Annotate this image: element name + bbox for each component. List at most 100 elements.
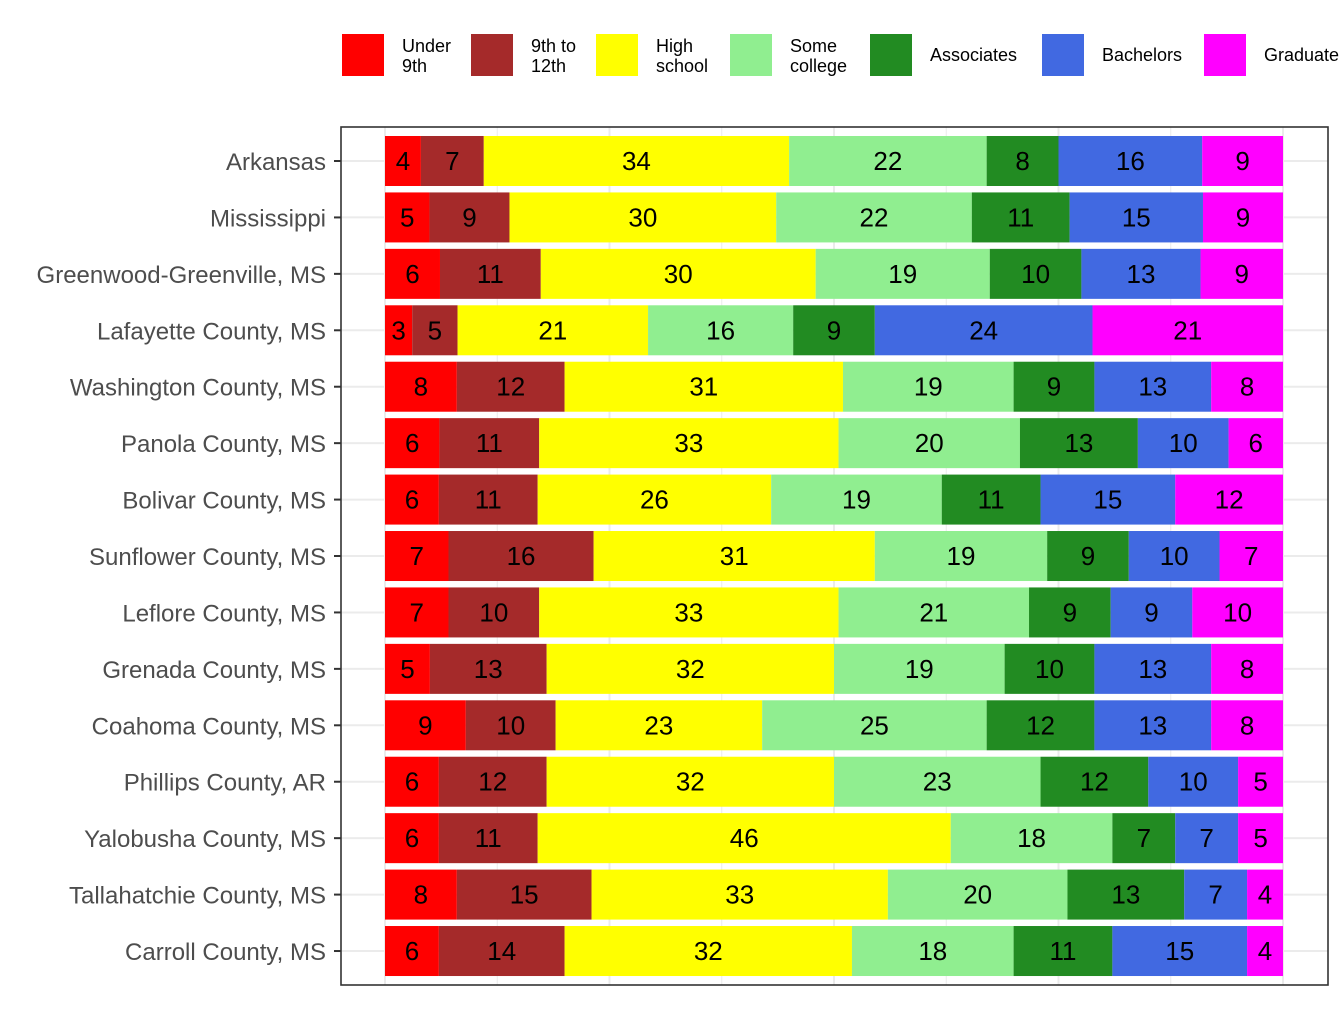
legend-label-some-college: Some college — [790, 36, 847, 76]
bar-segment-graduate-washington-county-ms — [1211, 361, 1283, 412]
y-tick-label-washington-county-ms: Washington County, MS — [70, 375, 326, 402]
bar-segment-under-9th-phillips-county-ar — [385, 756, 439, 807]
bar-segment-bachelors-greenwood-greenville-ms — [1081, 248, 1201, 299]
bar-segment-under-9th-yalobusha-county-ms — [385, 813, 439, 864]
bar-segment-some-college-washington-county-ms — [842, 361, 1014, 412]
data-label-9th-to-12th-grenada-county-ms: 13 — [474, 654, 503, 684]
bar-segment-associates-lafayette-county-ms — [793, 305, 875, 356]
y-tick-label-coahoma-county-ms: Coahoma County, MS — [92, 713, 326, 740]
bar-segment-some-college-panola-county-ms — [838, 418, 1020, 469]
bar-segment-associates-panola-county-ms — [1019, 418, 1138, 469]
bar-segment-under-9th-tallahatchie-county-ms — [385, 869, 457, 920]
bar-segment-9th-to-12th-leflore-county-ms — [448, 587, 540, 638]
data-label-under-9th-lafayette-county-ms: 3 — [391, 315, 405, 345]
bar-segment-9th-to-12th-tallahatchie-county-ms — [456, 869, 592, 920]
bar-segment-9th-to-12th-sunflower-county-ms — [448, 531, 594, 582]
bar-segment-under-9th-coahoma-county-ms — [385, 700, 466, 751]
bar-segment-graduate-coahoma-county-ms — [1211, 700, 1283, 751]
data-label-under-9th-greenwood-greenville-ms: 6 — [405, 259, 419, 289]
data-label-some-college-sunflower-county-ms: 19 — [947, 541, 976, 571]
data-label-bachelors-grenada-county-ms: 13 — [1138, 654, 1167, 684]
bar-segment-high-school-sunflower-county-ms — [593, 531, 875, 582]
bar-segment-high-school-bolivar-county-ms — [537, 474, 772, 525]
data-label-bachelors-bolivar-county-ms: 15 — [1093, 485, 1122, 515]
data-label-graduate-yalobusha-county-ms: 5 — [1253, 823, 1267, 853]
data-label-high-school-coahoma-county-ms: 23 — [644, 710, 673, 740]
data-label-9th-to-12th-coahoma-county-ms: 10 — [496, 710, 525, 740]
legend-label-high-school: High school — [656, 36, 708, 76]
data-label-graduate-leflore-county-ms: 10 — [1223, 597, 1252, 627]
data-label-bachelors-greenwood-greenville-ms: 13 — [1127, 259, 1156, 289]
data-label-under-9th-bolivar-county-ms: 6 — [405, 485, 419, 515]
data-label-9th-to-12th-phillips-county-ar: 12 — [478, 767, 507, 797]
data-label-associates-panola-county-ms: 13 — [1064, 428, 1093, 458]
data-label-bachelors-panola-county-ms: 10 — [1169, 428, 1198, 458]
legend-key-bachelors — [1042, 34, 1084, 76]
bar-segment-9th-to-12th-panola-county-ms — [439, 418, 540, 469]
data-label-under-9th-leflore-county-ms: 7 — [410, 597, 424, 627]
data-label-9th-to-12th-washington-county-ms: 12 — [496, 372, 525, 402]
bar-segment-some-college-sunflower-county-ms — [874, 531, 1048, 582]
legend-key-associates — [870, 34, 912, 76]
bar-segment-bachelors-grenada-county-ms — [1094, 643, 1212, 694]
bar-segment-9th-to-12th-yalobusha-county-ms — [438, 813, 538, 864]
legend-key-under-9th — [342, 34, 384, 76]
data-label-bachelors-coahoma-county-ms: 13 — [1138, 710, 1167, 740]
data-label-associates-tallahatchie-county-ms: 13 — [1111, 880, 1140, 910]
data-label-graduate-tallahatchie-county-ms: 4 — [1258, 880, 1272, 910]
bar-segment-associates-arkansas — [986, 136, 1059, 186]
bar-segment-bachelors-carroll-county-ms — [1112, 926, 1248, 977]
data-label-associates-coahoma-county-ms: 12 — [1026, 710, 1055, 740]
data-label-graduate-phillips-county-ar: 5 — [1253, 767, 1267, 797]
bar-segment-under-9th-greenwood-greenville-ms — [385, 248, 440, 299]
bar-segment-9th-to-12th-lafayette-county-ms — [412, 305, 458, 356]
bar-segment-associates-carroll-county-ms — [1013, 926, 1113, 977]
y-tick-label-mississippi: Mississippi — [210, 205, 326, 232]
bar-segment-high-school-washington-county-ms — [564, 361, 843, 412]
bar-segment-9th-to-12th-mississippi — [429, 192, 510, 243]
bar-segment-bachelors-washington-county-ms — [1094, 361, 1212, 412]
bar-segment-bachelors-bolivar-county-ms — [1040, 474, 1176, 525]
data-label-some-college-coahoma-county-ms: 25 — [860, 710, 889, 740]
bar-segment-9th-to-12th-greenwood-greenville-ms — [439, 248, 541, 299]
data-label-9th-to-12th-greenwood-greenville-ms: 11 — [477, 259, 504, 289]
bar-segment-graduate-mississippi — [1202, 192, 1283, 243]
bar-segment-bachelors-tallahatchie-county-ms — [1184, 869, 1248, 920]
bar-segment-some-college-grenada-county-ms — [834, 643, 1005, 694]
data-label-some-college-washington-county-ms: 19 — [914, 372, 943, 402]
y-tick-label-carroll-county-ms: Carroll County, MS — [125, 939, 326, 966]
legend: Under 9th 9th to 12th High school Some college A… — [342, 34, 1339, 76]
data-label-under-9th-grenada-county-ms: 5 — [400, 654, 414, 684]
bar-segment-bachelors-coahoma-county-ms — [1094, 700, 1212, 751]
bar-segment-high-school-leflore-county-ms — [539, 587, 839, 638]
bar-segment-some-college-leflore-county-ms — [838, 587, 1030, 638]
bar-segment-bachelors-lafayette-county-ms — [874, 305, 1093, 356]
data-label-9th-to-12th-tallahatchie-county-ms: 15 — [510, 880, 539, 910]
data-label-graduate-panola-county-ms: 6 — [1249, 428, 1263, 458]
data-label-some-college-bolivar-county-ms: 19 — [842, 485, 871, 515]
bar-segment-associates-mississippi — [971, 192, 1070, 243]
data-label-associates-leflore-county-ms: 9 — [1063, 597, 1077, 627]
bar-segment-bachelors-sunflower-county-ms — [1128, 531, 1220, 582]
data-label-associates-arkansas: 8 — [1015, 146, 1029, 176]
legend-key-9th-to-12th — [471, 34, 513, 76]
legend-key-graduate — [1204, 34, 1246, 76]
data-label-high-school-lafayette-county-ms: 21 — [538, 315, 567, 345]
data-label-some-college-greenwood-greenville-ms: 19 — [888, 259, 917, 289]
legend-label-9th-to-12th: 9th to 12th — [531, 36, 576, 76]
data-label-high-school-yalobusha-county-ms: 46 — [730, 823, 759, 853]
bar-segment-high-school-carroll-county-ms — [564, 926, 852, 977]
bar-segment-9th-to-12th-arkansas — [420, 136, 484, 186]
legend-label-associates: Associates — [930, 45, 1017, 65]
bar-segment-high-school-panola-county-ms — [539, 418, 839, 469]
y-tick-label-bolivar-county-ms: Bolivar County, MS — [122, 488, 326, 515]
data-label-9th-to-12th-mississippi: 9 — [462, 202, 476, 232]
data-labels: 4 7 34 22 8 16 95 9 30 22 11 15 96 11 30 19 10 13 93 5 21 16 9… — [391, 146, 1272, 966]
data-label-bachelors-phillips-county-ar: 10 — [1179, 767, 1208, 797]
data-label-graduate-mississippi: 9 — [1236, 202, 1250, 232]
data-label-under-9th-sunflower-county-ms: 7 — [410, 541, 424, 571]
bar-segment-associates-bolivar-county-ms — [941, 474, 1041, 525]
bar-segment-high-school-grenada-county-ms — [546, 643, 834, 694]
data-label-some-college-arkansas: 22 — [873, 146, 902, 176]
data-label-graduate-arkansas: 9 — [1235, 146, 1249, 176]
